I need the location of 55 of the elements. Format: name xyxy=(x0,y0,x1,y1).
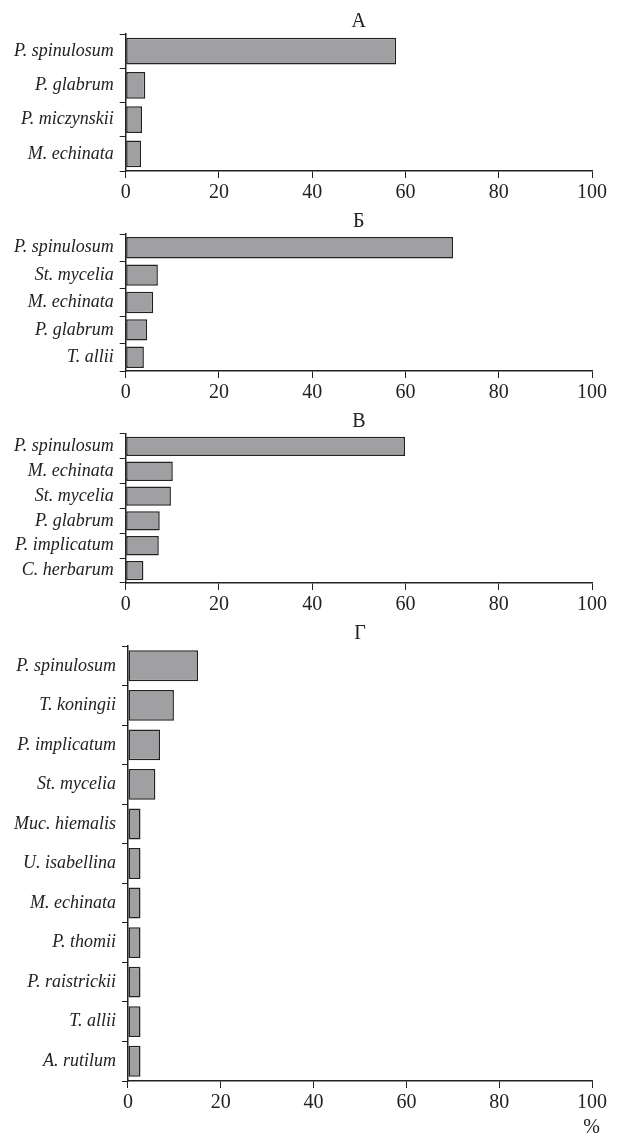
x-tick-label: 20 xyxy=(208,592,229,615)
y-tick-label: M. echinata xyxy=(26,142,114,163)
x-tick-label: 60 xyxy=(395,180,416,203)
x-tick-label: 0 xyxy=(120,180,131,203)
x-tick-label: 80 xyxy=(488,180,509,203)
y-tick-label: P. spinulosum xyxy=(13,435,114,456)
x-tick-label: 0 xyxy=(120,380,131,403)
y-tick-label: P. miczynskii xyxy=(20,108,114,129)
x-tick-label: 100 xyxy=(577,1090,607,1113)
y-tick-label: P. spinulosum xyxy=(13,39,114,60)
x-tick-label: 100 xyxy=(577,380,607,403)
chart-title: А xyxy=(351,9,367,32)
y-tick-label: T. koningii xyxy=(39,694,116,715)
x-tick-label: 40 xyxy=(302,592,323,615)
y-tick-label: C. herbarum xyxy=(21,559,114,580)
chart-title: Б xyxy=(353,209,365,232)
y-tick-label: P. thomii xyxy=(51,931,116,952)
y-tick-label: P. implicatum xyxy=(16,733,116,754)
x-tick-label: 100 xyxy=(577,592,607,615)
x-tick-label: 80 xyxy=(489,1090,510,1113)
y-tick-label: M. echinata xyxy=(26,291,114,312)
y-tick-label: A. rutilum xyxy=(41,1049,116,1070)
y-tick-label: T. allii xyxy=(69,1010,116,1031)
x-tick-label: 0 xyxy=(120,592,131,615)
x-tick-label: 80 xyxy=(488,380,509,403)
x-tick-label: 60 xyxy=(395,592,416,615)
x-tick-label: 40 xyxy=(302,180,323,203)
y-tick-label: P. glabrum xyxy=(34,318,114,339)
x-tick-label: 60 xyxy=(395,380,416,403)
chart-title: В xyxy=(352,409,366,432)
y-tick-label: P. spinulosum xyxy=(15,654,116,675)
y-tick-label: M. echinata xyxy=(29,891,116,912)
y-tick-label: St. mycelia xyxy=(34,484,114,505)
y-tick-label: P. raistrickii xyxy=(26,970,116,991)
y-tick-label: St. mycelia xyxy=(37,773,116,794)
chart-title: Г xyxy=(354,621,366,644)
x-tick-label: 0 xyxy=(122,1090,133,1113)
y-tick-label: T. allii xyxy=(67,346,114,367)
x-tick-label: 20 xyxy=(210,1090,231,1113)
x-tick-label: 60 xyxy=(396,1090,417,1113)
x-tick-label: 20 xyxy=(208,180,229,203)
y-tick-label: U. isabellina xyxy=(22,852,116,873)
x-tick-label: 40 xyxy=(302,380,323,403)
y-tick-label: P. glabrum xyxy=(34,509,114,530)
x-tick-label: 80 xyxy=(488,592,509,615)
y-tick-label: M. echinata xyxy=(26,459,114,480)
x-tick-label: 20 xyxy=(208,380,229,403)
x-tick-label: 100 xyxy=(577,180,607,203)
y-tick-label: Muc. hiemalis xyxy=(13,812,116,833)
y-tick-label: P. glabrum xyxy=(34,74,114,95)
y-tick-label: P. implicatum xyxy=(14,534,114,555)
x-axis-title: % xyxy=(583,1115,600,1138)
y-tick-label: P. spinulosum xyxy=(13,236,114,257)
y-tick-label: St. mycelia xyxy=(34,263,114,284)
x-tick-label: 40 xyxy=(303,1090,324,1113)
